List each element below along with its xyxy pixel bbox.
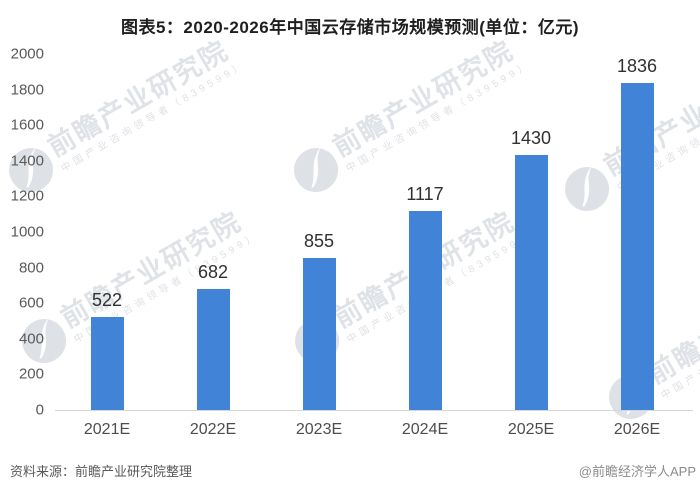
credit-note: @前瞻经济学人APP	[578, 464, 696, 479]
qianzhan-logo-icon	[286, 140, 346, 200]
y-axis-tick-label: 400	[18, 330, 44, 348]
y-axis-tick-label: 1200	[10, 187, 44, 205]
y-axis-tick-label: 1400	[10, 152, 44, 170]
y-axis-tick-label: 1600	[10, 116, 44, 134]
y-axis-tick-label: 1800	[10, 81, 44, 99]
y-axis-tick-label: 600	[18, 294, 44, 312]
x-axis-category-label: 2024E	[401, 421, 449, 438]
chart-title: 图表5：2020-2026年中国云存储市场规模预测(单位：亿元)	[120, 18, 580, 37]
x-axis-category-label: 2025E	[507, 421, 555, 438]
watermark: 前瞻产业研究院中国产业咨询领导者（839599）	[9, 35, 272, 203]
bar-2024E	[408, 211, 442, 410]
x-axis-line	[55, 410, 693, 411]
bar-value-label: 1836	[616, 56, 658, 77]
x-axis-category-label: 2021E	[83, 421, 131, 438]
bar-2025E	[514, 155, 548, 410]
y-axis-tick-label: 0	[35, 401, 44, 419]
watermark-big-text: 前瞻产业研究院	[327, 35, 519, 163]
qianzhan-logo-icon	[557, 159, 617, 219]
bar-value-label: 855	[303, 230, 335, 251]
watermark: 前瞻产业研究院中国产业咨询领导者（839599）	[22, 206, 285, 374]
x-axis-category-label: 2026E	[613, 421, 661, 438]
y-axis-tick-label: 1000	[10, 223, 44, 241]
y-axis-tick-label: 200	[18, 365, 44, 383]
bar-value-label: 682	[197, 261, 229, 282]
x-axis-category-label: 2022E	[189, 421, 237, 438]
y-axis-tick-label: 2000	[10, 45, 44, 63]
watermark-big-text: 前瞻产业研究院	[42, 35, 234, 163]
bar-2021E	[90, 317, 124, 410]
watermark-small-text: 中国产业咨询领导者（839599）	[344, 59, 533, 175]
bar-value-label: 522	[91, 290, 123, 311]
bar-value-label: 1430	[510, 128, 552, 149]
bar-2023E	[302, 257, 336, 410]
watermark-small-text: 中国产业咨询领导者（839599）	[659, 286, 700, 402]
watermark-small-text: 中国产业咨询领导者（839599）	[59, 59, 248, 175]
bar-2026E	[620, 83, 654, 410]
bar-value-label: 1117	[406, 184, 444, 205]
source-note: 资料来源：前瞻产业研究院整理	[10, 464, 193, 479]
x-axis-category-label: 2023E	[295, 421, 343, 438]
y-axis-tick-label: 800	[18, 259, 44, 277]
bar-2022E	[196, 288, 230, 410]
